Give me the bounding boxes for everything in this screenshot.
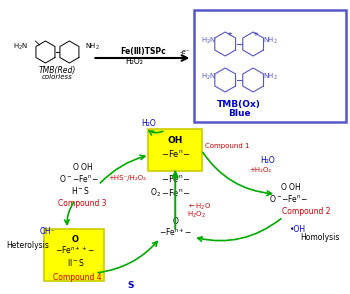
Text: Fe(Ⅲ)TSPc: Fe(Ⅲ)TSPc bbox=[120, 46, 166, 56]
FancyBboxPatch shape bbox=[148, 129, 202, 171]
Text: H$_2$N: H$_2$N bbox=[201, 36, 216, 46]
FancyBboxPatch shape bbox=[194, 10, 346, 122]
Text: Compound 4: Compound 4 bbox=[53, 273, 102, 281]
FancyBboxPatch shape bbox=[44, 229, 104, 281]
Text: +: + bbox=[252, 31, 258, 37]
Text: O$^-$: O$^-$ bbox=[59, 173, 72, 183]
Text: +HS⁻/H₂O₂: +HS⁻/H₂O₂ bbox=[108, 175, 146, 181]
Text: $-$Fe$^{\rm n}$$-$: $-$Fe$^{\rm n}$$-$ bbox=[161, 148, 190, 158]
Text: TMB(Ox): TMB(Ox) bbox=[217, 99, 261, 108]
Text: $-$Fe$^{\rm n}$$-$: $-$Fe$^{\rm n}$$-$ bbox=[161, 173, 190, 183]
Text: H$_2$N: H$_2$N bbox=[13, 42, 28, 52]
Text: OH⁻: OH⁻ bbox=[40, 226, 55, 235]
Text: O$\;$OH: O$\;$OH bbox=[280, 181, 301, 191]
Text: II$^-$S: II$^-$S bbox=[66, 258, 84, 268]
Text: Compound 3: Compound 3 bbox=[58, 198, 107, 208]
Text: S: S bbox=[127, 280, 134, 290]
Text: O: O bbox=[172, 218, 178, 226]
Text: TMB(Red): TMB(Red) bbox=[39, 66, 76, 74]
Text: $-$Fe$^{\rm n+}$$-$: $-$Fe$^{\rm n+}$$-$ bbox=[159, 226, 192, 238]
Text: O: O bbox=[72, 235, 79, 243]
Text: NH$_2$: NH$_2$ bbox=[85, 42, 100, 52]
Text: OH: OH bbox=[168, 136, 183, 144]
Text: O$\;$OH: O$\;$OH bbox=[72, 161, 93, 171]
Text: $\leftarrow$H$_2$O: $\leftarrow$H$_2$O bbox=[187, 202, 211, 212]
Text: H₂O₂: H₂O₂ bbox=[125, 56, 143, 66]
Text: Homolysis: Homolysis bbox=[300, 233, 340, 243]
Text: Compound 1: Compound 1 bbox=[205, 143, 250, 149]
Text: -e⁻: -e⁻ bbox=[180, 49, 190, 55]
Text: colorless: colorless bbox=[42, 74, 73, 80]
Text: +H₂O₂: +H₂O₂ bbox=[249, 167, 271, 173]
Text: •OH: •OH bbox=[290, 225, 306, 235]
Text: $-$Fe$^{\rm n}$$-$: $-$Fe$^{\rm n}$$-$ bbox=[281, 193, 308, 203]
Text: +: + bbox=[226, 31, 232, 37]
Text: H₂O: H₂O bbox=[141, 118, 156, 128]
Text: $-$Fe$^{n++}$$-$: $-$Fe$^{n++}$$-$ bbox=[55, 244, 95, 256]
Text: O$_2$: O$_2$ bbox=[150, 187, 161, 199]
Text: H₂O: H₂O bbox=[261, 156, 275, 165]
Text: H$_2$N: H$_2$N bbox=[201, 72, 216, 82]
Text: O$^-$: O$^-$ bbox=[269, 193, 282, 203]
Text: NH$_2$: NH$_2$ bbox=[262, 72, 278, 82]
Text: NH$_2$: NH$_2$ bbox=[262, 36, 278, 46]
Text: Heterolysis: Heterolysis bbox=[6, 240, 49, 250]
Text: Blue: Blue bbox=[228, 108, 251, 118]
Text: $-$Fe$^{\rm n}$$-$: $-$Fe$^{\rm n}$$-$ bbox=[72, 173, 99, 183]
Text: H$^-$S: H$^-$S bbox=[71, 185, 90, 196]
Text: H$_2$O$_2$: H$_2$O$_2$ bbox=[187, 210, 206, 220]
Text: $-$Fe$^{\rm n}$$-$: $-$Fe$^{\rm n}$$-$ bbox=[161, 188, 190, 198]
Text: Compound 2: Compound 2 bbox=[282, 208, 330, 216]
